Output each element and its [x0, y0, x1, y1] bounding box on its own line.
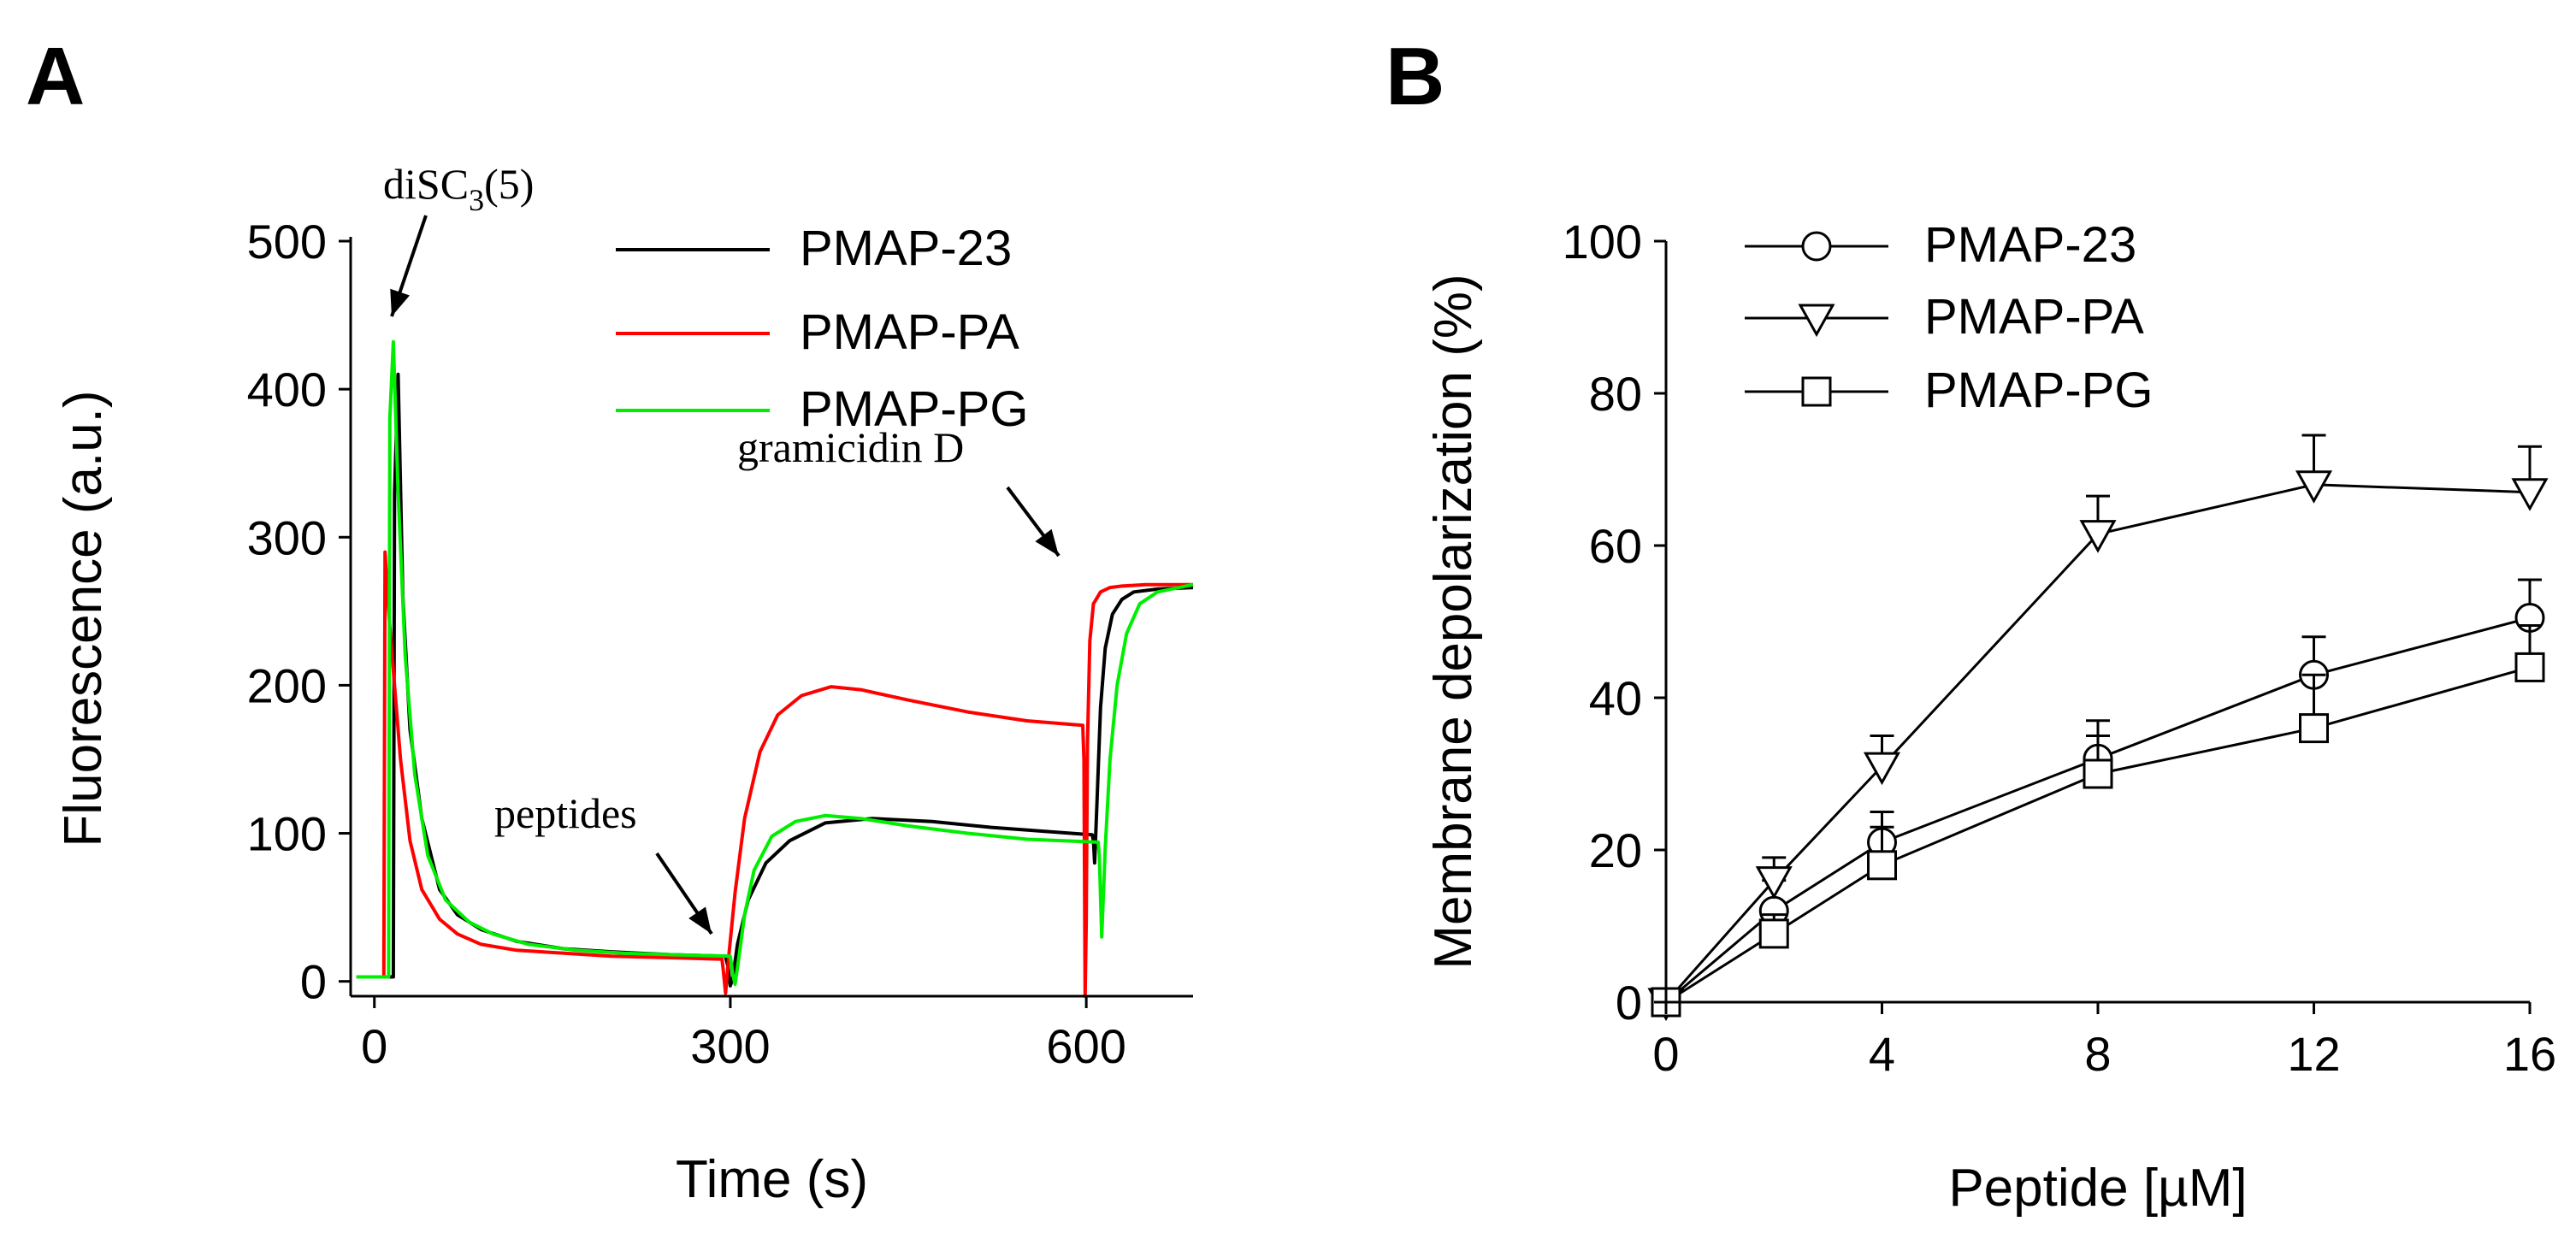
- legend-label-pmap-pg: PMAP-PG: [800, 381, 1029, 437]
- series-pmap-23: [1651, 578, 2545, 1018]
- chart-b-y-axis-label: Membrane depolarization (%): [1424, 274, 1483, 969]
- chart-b-x-tick-label: 4: [1869, 1027, 1895, 1081]
- chart-a-y-tick-label: 300: [247, 510, 327, 564]
- chart-a-y-tick-label: 400: [247, 363, 327, 416]
- annotation-gramicidin-d: gramicidin D: [737, 423, 964, 471]
- legend-label-pmap-23: PMAP-23: [800, 221, 1012, 276]
- chart-a-y-axis-label: Fluorescence (a.u.): [54, 390, 113, 847]
- series-line-pmap-pg: [356, 339, 1194, 987]
- chart-b-y-tick-label: 40: [1589, 671, 1642, 725]
- chart-b-x-tick-label: 16: [2503, 1027, 2556, 1081]
- chart-a-y-tick-label: 100: [247, 807, 327, 861]
- panel-label-b: B: [1385, 31, 1445, 122]
- series-line-pmap-pa: [356, 550, 1193, 998]
- series-line-pmap-23: [1665, 617, 2531, 1004]
- annotation-disc35: diSC3(5): [383, 160, 534, 217]
- chart-b-legend: PMAP-23 PMAP-PA PMAP-PG: [1745, 217, 2154, 418]
- chart-b-x-axis-label: Peptide [µM]: [1948, 1159, 2247, 1218]
- chart-a-x-tick-label: 300: [690, 1019, 770, 1073]
- annotation-peptides: peptides: [494, 789, 637, 837]
- data-point-pmap-pa: [2295, 470, 2333, 504]
- data-point-pmap-pg: [1758, 918, 1789, 949]
- data-point-pmap-pa: [2511, 478, 2549, 511]
- data-point-pmap-pa: [2079, 520, 2117, 553]
- legend-label-pmap-pg: PMAP-PG: [1924, 363, 2154, 418]
- chart-b: 0 20 40 60 80 100 0 4 8 12 16 Peptide [µM] Membran…: [1424, 215, 2556, 1218]
- chart-b-y-tick-label: 80: [1589, 367, 1642, 421]
- chart-a-y-tick-label: 500: [247, 215, 327, 268]
- series-line-pmap-pg: [1665, 665, 2531, 1004]
- panel-label-a: A: [26, 31, 85, 122]
- legend-marker-pmap-23: [1745, 231, 1888, 262]
- legend-marker-pmap-pg: [1745, 376, 1888, 407]
- annotation-arrow-peptides: [655, 852, 713, 935]
- chart-a-x-axis-label: Time (s): [676, 1150, 868, 1209]
- legend-symbol-pmap-pa: [1798, 304, 1835, 338]
- chart-a-x-tick-label: 0: [361, 1019, 387, 1073]
- annotation-arrow-disc35: [390, 215, 428, 317]
- chart-b-y-tick-label: 60: [1589, 519, 1642, 573]
- series-pmap-pg: [1651, 623, 2545, 1018]
- annotation-arrow-gramicidin-d: [1006, 486, 1061, 558]
- data-point-pmap-pg: [2083, 758, 2113, 789]
- series-line-pmap-pa: [1664, 483, 2531, 1003]
- chart-a-x-tick-label: 600: [1046, 1019, 1126, 1073]
- chart-a-legend: PMAP-23 PMAP-PA PMAP-PG: [616, 221, 1029, 437]
- chart-a: 0 100 200 300 400 500 0 300 600 Time (s) Fluores…: [54, 160, 1194, 1209]
- chart-b-x-tick-label: 8: [2084, 1027, 2111, 1081]
- chart-b-y-tick-label: 100: [1563, 215, 1642, 268]
- data-point-pmap-pa: [1863, 752, 1901, 786]
- data-point-pmap-pa: [1755, 866, 1793, 900]
- chart-b-x-tick-label: 12: [2287, 1027, 2340, 1081]
- data-point-pmap-pg: [2299, 713, 2329, 744]
- legend-symbol-pmap-23: [1801, 231, 1832, 262]
- legend-label-pmap-pa: PMAP-PA: [800, 304, 1019, 360]
- chart-a-y-tick-label: 0: [300, 955, 327, 1009]
- legend-symbol-pmap-pg: [1801, 376, 1832, 407]
- legend-label-pmap-pa: PMAP-PA: [1924, 289, 2144, 345]
- series-pmap-pa: [1647, 434, 2549, 1022]
- chart-a-y-tick-label: 200: [247, 658, 327, 712]
- legend-label-pmap-23: PMAP-23: [1924, 217, 2136, 273]
- chart-b-x-tick-label: 0: [1652, 1027, 1679, 1081]
- data-point-pmap-pg: [1867, 850, 1897, 881]
- legend-marker-pmap-pa: [1745, 304, 1888, 338]
- chart-b-y-tick-label: 0: [1616, 976, 1642, 1030]
- chart-b-y-tick-label: 20: [1589, 823, 1642, 877]
- data-point-pmap-pg: [2514, 652, 2545, 682]
